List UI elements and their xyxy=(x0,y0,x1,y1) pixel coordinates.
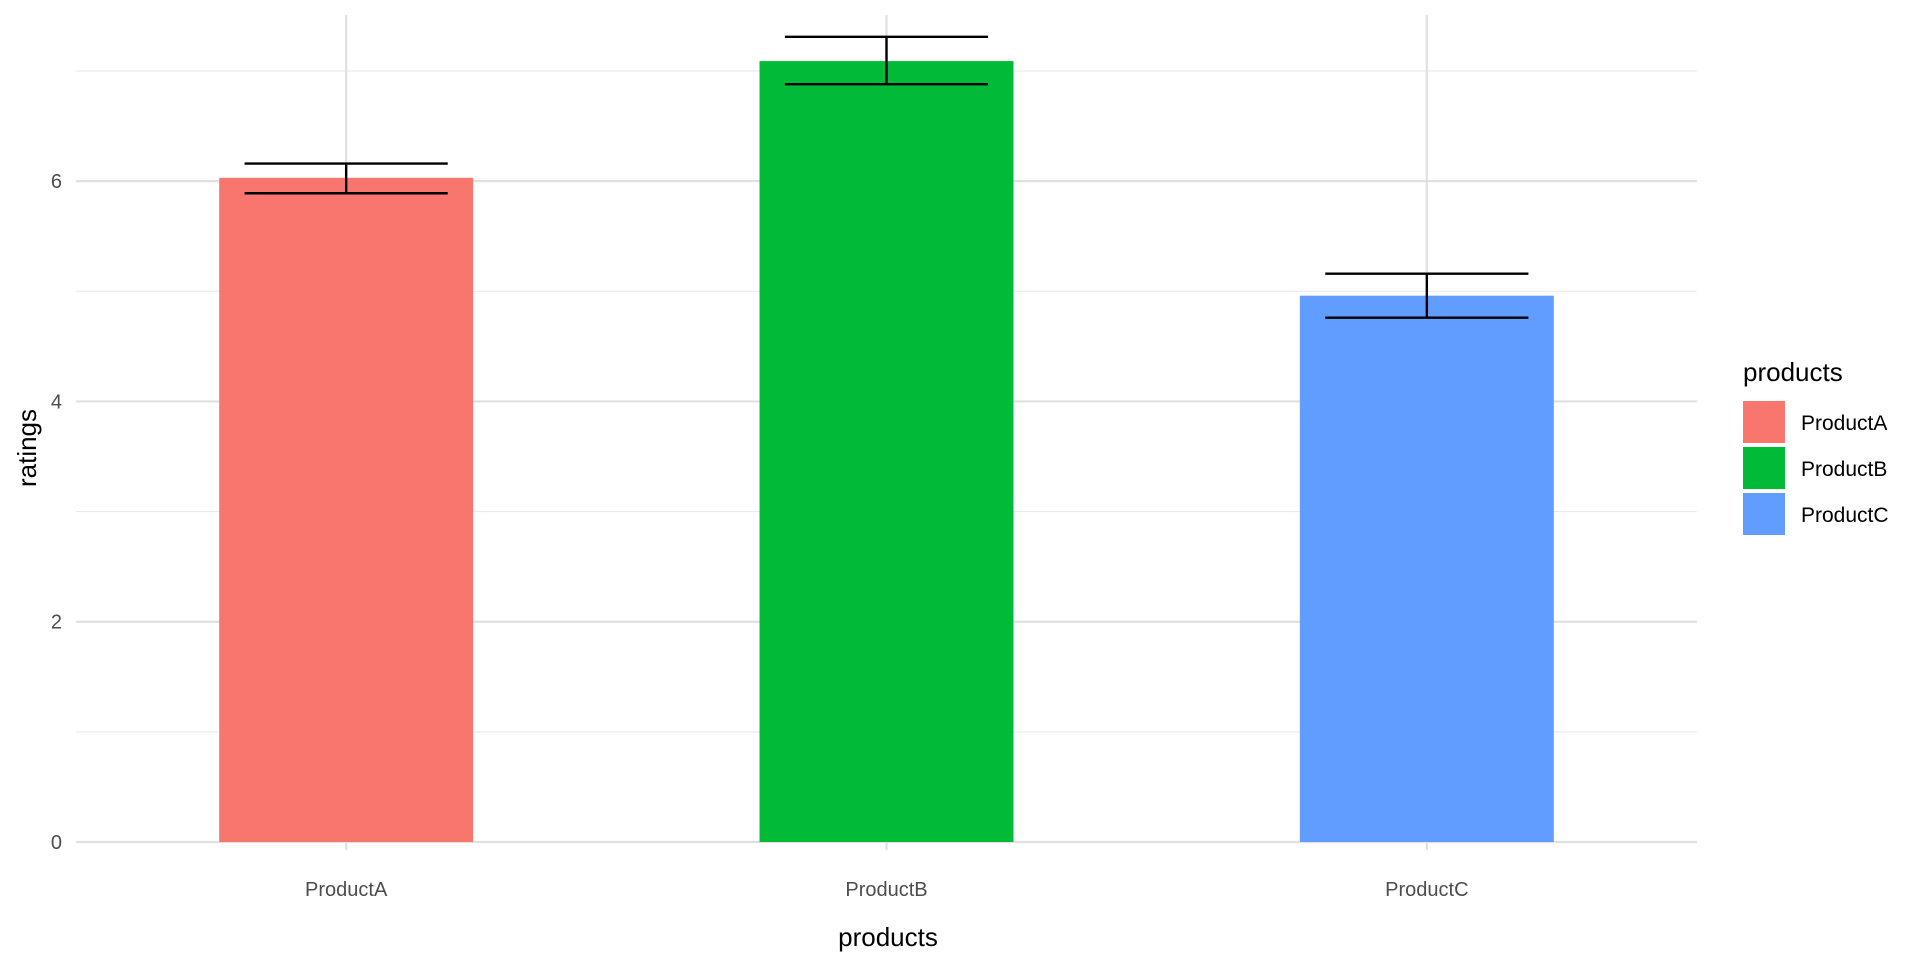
bar-productb xyxy=(759,61,1014,842)
error-bars xyxy=(244,35,1529,319)
error-bar-productb xyxy=(784,35,989,86)
legend-key-productb xyxy=(1743,447,1785,489)
error-bar-producta xyxy=(244,162,448,195)
y-axis-title: ratings xyxy=(12,409,42,487)
legend-key-productc xyxy=(1743,493,1785,535)
legend-key-producta xyxy=(1743,401,1785,443)
y-tick-label: 0 xyxy=(51,832,62,854)
legend-title: products xyxy=(1743,357,1843,387)
error-bar-productc xyxy=(1325,272,1529,319)
y-tick-label: 4 xyxy=(51,391,62,413)
x-tick-label: ProductB xyxy=(845,879,927,901)
y-tick-label: 6 xyxy=(51,171,62,193)
x-tick-label: ProductA xyxy=(305,879,388,901)
x-axis-title: products xyxy=(838,922,938,952)
bar-productc xyxy=(1299,295,1554,843)
bar-producta xyxy=(219,177,474,843)
y-tick-label: 2 xyxy=(51,612,62,634)
legend-label: ProductC xyxy=(1801,504,1889,527)
legend: products ProductA ProductB ProductC xyxy=(1743,357,1889,535)
legend-label: ProductB xyxy=(1801,458,1887,481)
legend-label: ProductA xyxy=(1801,412,1887,435)
x-axis-ticks: ProductA ProductB ProductC xyxy=(305,879,1468,901)
bars xyxy=(219,61,1554,843)
y-axis-ticks: 0 2 4 6 xyxy=(51,171,62,854)
x-tick-label: ProductC xyxy=(1385,879,1468,901)
